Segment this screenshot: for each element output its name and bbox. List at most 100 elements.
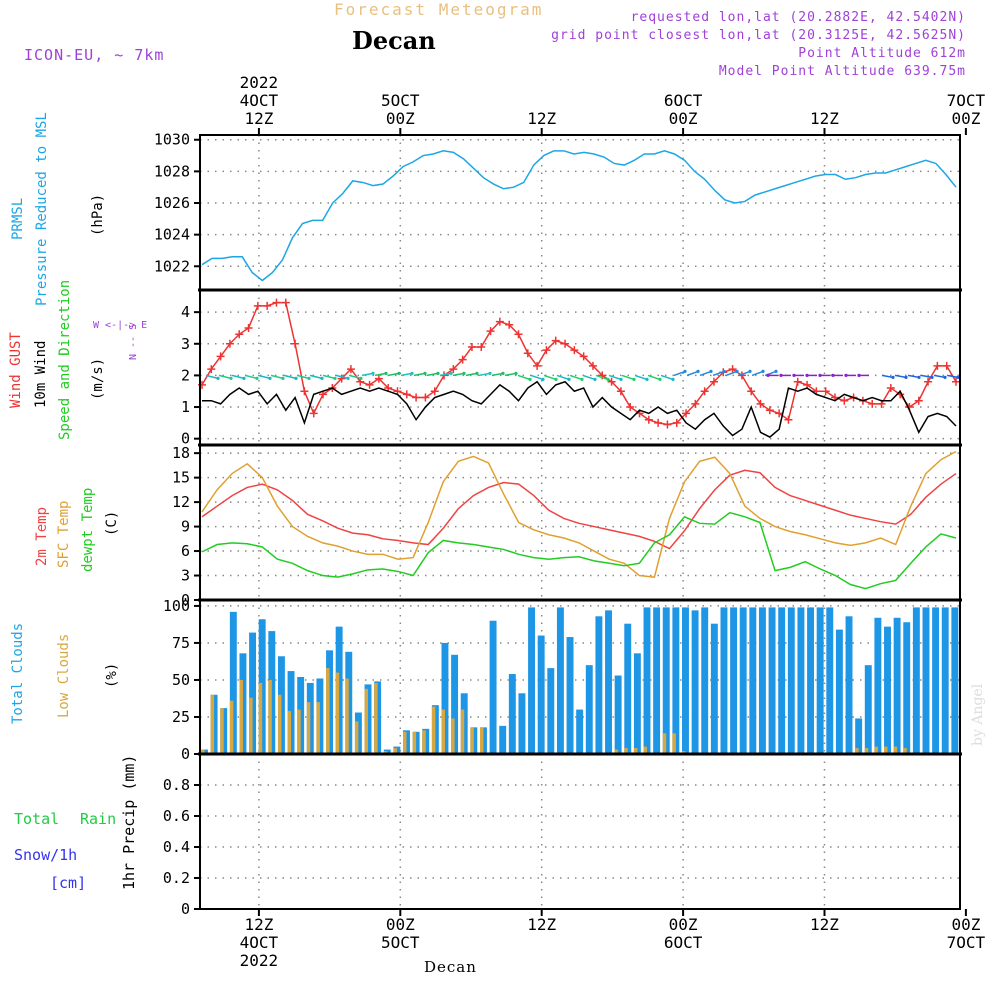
total-cloud-bar [922, 607, 930, 754]
total-cloud-bar [787, 607, 795, 754]
series-line-sfc-temp [201, 450, 957, 578]
wind-arrow-head [606, 377, 610, 382]
total-cloud-bar [210, 694, 218, 754]
gust-marker [216, 352, 225, 361]
y-tick-label: 1028 [154, 162, 190, 180]
pressure-label-b: Pressure Reduced to MSL [34, 112, 50, 306]
top-title: Forecast Meteogram [334, 0, 544, 19]
top-time-label: 5OCT [381, 91, 420, 110]
y-tick-label: 25 [172, 708, 190, 726]
total-cloud-bar [229, 611, 237, 754]
precip-label-total: Total [14, 810, 60, 828]
wind-direction-arrow [699, 370, 712, 377]
low-cloud-bar [874, 746, 878, 754]
top-time-label: 00Z [951, 109, 980, 128]
gust-marker [663, 420, 672, 429]
total-cloud-bar [835, 629, 843, 754]
total-cloud-bar [585, 665, 593, 754]
total-cloud-bar [816, 607, 824, 754]
gust-marker [272, 298, 281, 307]
low-cloud-bar [431, 706, 436, 754]
wind-arrow-head [645, 377, 649, 382]
low-cloud-bar [451, 718, 455, 754]
y-tick-label: 3 [181, 567, 190, 585]
gust-marker [300, 387, 309, 396]
y-tick-label: 100 [163, 597, 190, 615]
low-cloud-bar [412, 731, 417, 754]
wind-direction-arrow [452, 372, 465, 377]
wind-arrow-head [735, 369, 739, 374]
temp-unit: (C) [104, 510, 120, 536]
wind-direction-arrow [374, 372, 387, 377]
wind-direction-arrow [322, 374, 336, 380]
gust-marker [561, 339, 570, 348]
wind-arrow-head [779, 373, 783, 378]
y-tick-label: 75 [172, 634, 190, 652]
gust-marker [914, 396, 923, 405]
wind-direction-arrow [348, 374, 362, 380]
total-cloud-bar [489, 620, 497, 754]
wind-direction-arrow [933, 374, 946, 379]
temp-label-sfc: SFC Temp [56, 500, 72, 568]
wind-direction-arrow [881, 374, 894, 379]
low-cloud-bar [884, 746, 888, 754]
total-cloud-bar [730, 607, 738, 754]
wind-direction-arrow [660, 374, 674, 381]
gust-marker [421, 393, 430, 402]
total-cloud-bar [845, 616, 853, 754]
y-tick-label: 0.6 [163, 807, 190, 825]
wind-label-speed: Speed and Direction [57, 279, 73, 440]
gust-marker [868, 399, 877, 408]
wind-arrow-head [333, 376, 337, 381]
wind-direction-arrow [686, 370, 699, 377]
wind-direction-arrow [270, 374, 284, 380]
top-time-label: 4OCT [240, 91, 279, 110]
low-cloud-bar [470, 727, 474, 754]
wind-arrow-head [891, 375, 895, 380]
gust-marker [523, 349, 532, 358]
total-cloud-bar [826, 607, 834, 754]
wind-arrow-head [619, 377, 623, 382]
gust-marker [551, 336, 560, 345]
low-cloud-bar [326, 668, 330, 754]
wind-arrow-head [844, 373, 848, 378]
y-tick-label: 0 [181, 430, 190, 448]
low-cloud-bar [614, 749, 619, 754]
wind-direction-arrow [634, 374, 648, 381]
wind-direction-arrow [595, 374, 609, 381]
series-line-prmsl [201, 150, 957, 282]
wind-direction-arrow [946, 374, 959, 379]
wind-arrow-head [436, 371, 440, 376]
total-cloud-bar [758, 607, 766, 754]
wind-direction-arrow [920, 374, 933, 379]
wind-direction-arrow [335, 374, 349, 380]
wind-arrow-head [242, 376, 246, 381]
y-tick-label: 1 [181, 398, 190, 416]
total-cloud-bar [701, 607, 709, 754]
y-tick-label: 15 [172, 469, 190, 487]
total-cloud-bar [682, 607, 689, 754]
wind-arrow-head [475, 371, 479, 376]
wind-arrow-head [410, 371, 414, 376]
wind-direction-arrow [257, 374, 271, 380]
wind-arrow-head [307, 376, 311, 381]
low-cloud-bar [210, 694, 215, 754]
low-cloud-bar [624, 748, 628, 754]
wind-arrow-head [554, 377, 558, 382]
gust-marker [840, 396, 849, 405]
wind-arrow-head [501, 371, 505, 376]
gust-marker [821, 387, 830, 396]
low-cloud-bar [201, 749, 205, 754]
wind-arrow-head [216, 376, 220, 381]
low-cloud-bar [297, 709, 301, 754]
gust-marker [467, 342, 476, 351]
gust-marker [244, 323, 253, 332]
low-cloud-bar [239, 679, 243, 754]
gust-marker [682, 409, 691, 418]
low-cloud-bar [220, 708, 224, 754]
bottom-time-label: 6OCT [664, 933, 703, 952]
low-cloud-bar [864, 748, 869, 754]
wind-arrow-head [671, 377, 675, 382]
total-cloud-bar [720, 607, 728, 754]
